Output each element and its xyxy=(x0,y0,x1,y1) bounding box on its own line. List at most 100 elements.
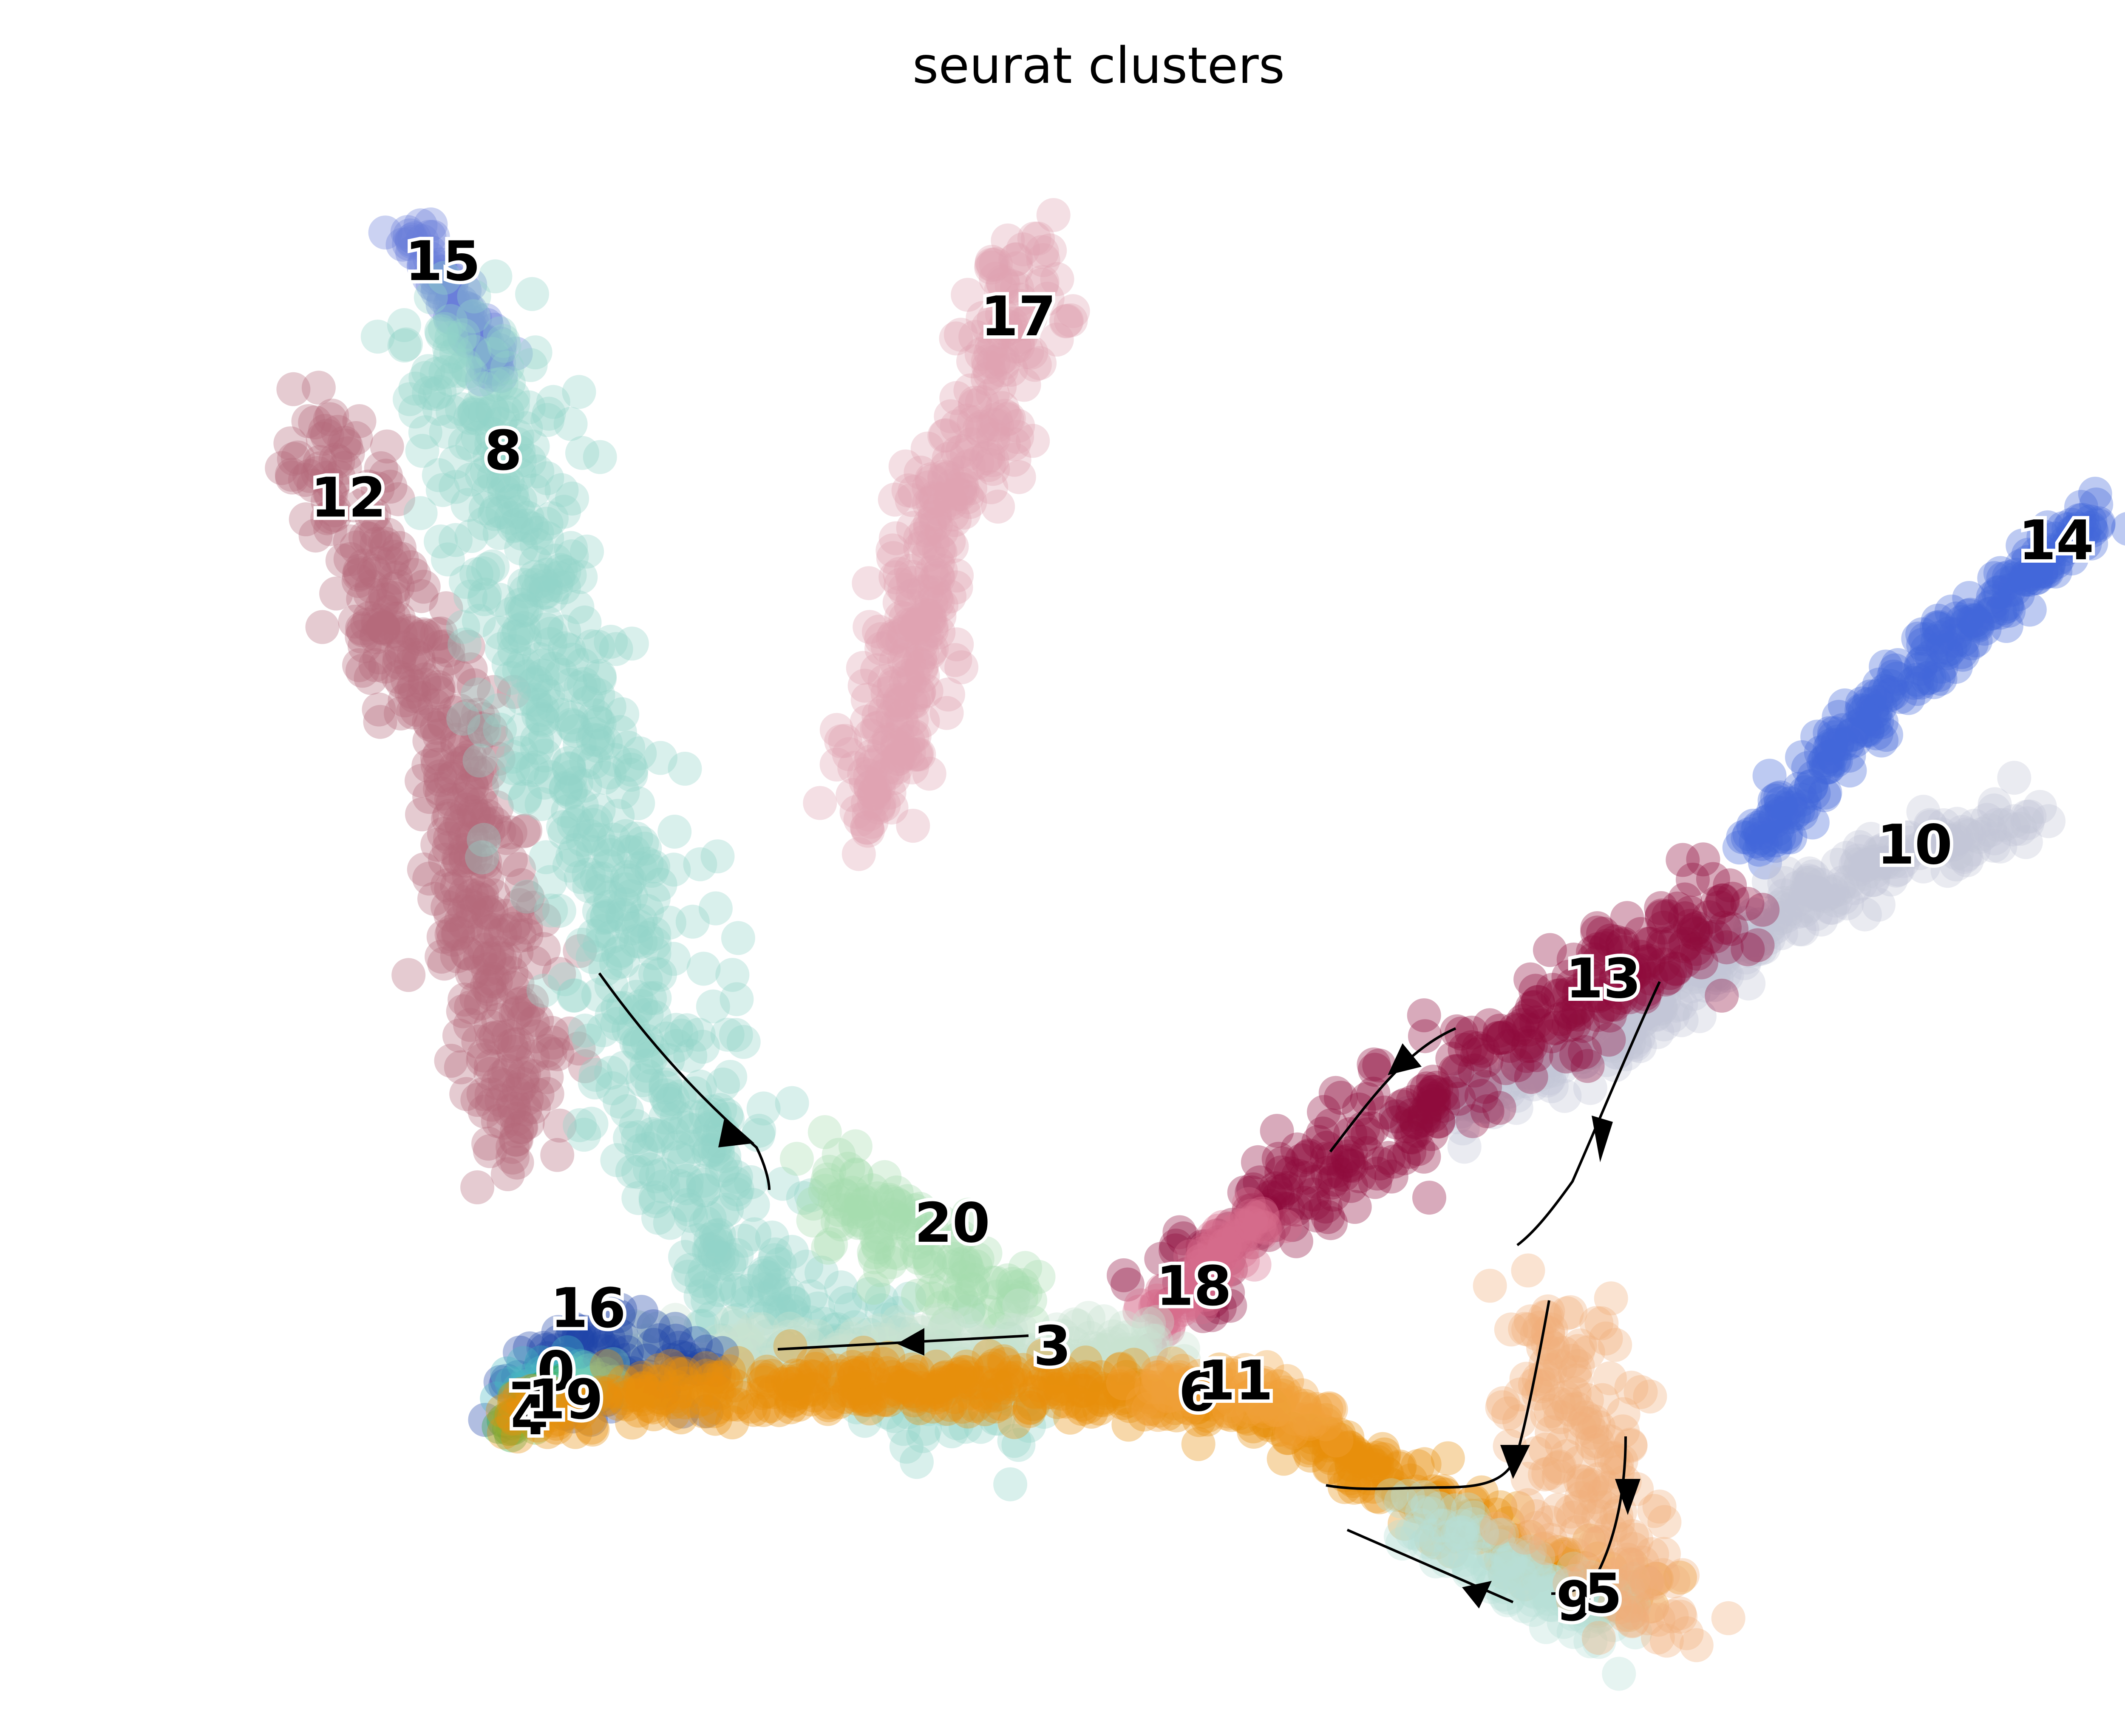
point xyxy=(387,308,421,342)
point xyxy=(876,669,911,704)
point xyxy=(1307,1095,1341,1129)
point xyxy=(364,451,398,485)
point xyxy=(481,1003,516,1037)
point xyxy=(914,586,949,620)
point xyxy=(516,890,550,925)
point xyxy=(958,388,992,423)
point xyxy=(984,315,1019,350)
point xyxy=(399,693,434,727)
point xyxy=(360,617,394,651)
point xyxy=(918,497,952,532)
point xyxy=(296,468,331,503)
point xyxy=(402,622,436,656)
point xyxy=(339,421,373,455)
point xyxy=(857,776,891,810)
point xyxy=(922,599,957,634)
point xyxy=(857,784,891,818)
point xyxy=(1500,1048,1535,1082)
point xyxy=(371,518,405,552)
point xyxy=(1016,424,1050,458)
point xyxy=(346,582,380,616)
point xyxy=(944,317,978,352)
point xyxy=(454,356,488,391)
point xyxy=(902,737,936,772)
point xyxy=(836,778,870,812)
point xyxy=(1311,1200,1345,1234)
point xyxy=(895,578,930,613)
cluster-label-12: 12 xyxy=(311,467,386,530)
point xyxy=(919,581,953,615)
point xyxy=(886,708,920,742)
point xyxy=(438,255,472,289)
point xyxy=(887,572,922,607)
point xyxy=(313,500,348,534)
point xyxy=(879,750,913,785)
point xyxy=(420,827,455,862)
point xyxy=(516,1059,551,1093)
point xyxy=(306,422,340,456)
point xyxy=(468,325,503,359)
point xyxy=(484,359,518,393)
point xyxy=(986,427,1021,461)
point xyxy=(412,724,447,758)
point xyxy=(904,627,938,662)
point xyxy=(504,868,538,902)
point xyxy=(405,797,439,832)
point xyxy=(850,810,884,845)
point xyxy=(892,607,926,642)
point xyxy=(858,773,892,807)
point xyxy=(1025,265,1060,299)
point xyxy=(360,603,395,637)
point xyxy=(370,429,404,464)
point xyxy=(864,622,898,656)
point xyxy=(368,649,402,684)
point xyxy=(692,1112,727,1146)
point xyxy=(301,456,335,490)
point xyxy=(298,518,333,553)
point xyxy=(883,739,917,773)
point xyxy=(939,381,974,415)
point xyxy=(472,972,507,1007)
point xyxy=(969,441,1003,476)
point xyxy=(824,724,858,759)
point xyxy=(475,1087,509,1122)
point xyxy=(894,685,928,720)
point xyxy=(435,787,470,821)
point xyxy=(921,585,955,619)
point xyxy=(938,503,972,537)
point xyxy=(553,407,588,441)
point xyxy=(431,261,465,295)
cluster-label-10: 10 xyxy=(1877,813,1952,877)
point xyxy=(425,287,460,322)
point xyxy=(469,807,504,841)
point xyxy=(991,223,1025,258)
stream-arrowhead xyxy=(1592,1116,1613,1162)
point xyxy=(308,413,342,448)
point xyxy=(352,601,387,635)
point xyxy=(402,646,436,680)
point xyxy=(1444,1017,1479,1051)
point xyxy=(444,1050,478,1085)
point xyxy=(317,493,352,527)
point xyxy=(935,530,969,564)
point xyxy=(401,640,436,675)
point xyxy=(347,548,381,583)
point xyxy=(533,1037,567,1071)
point xyxy=(421,676,456,710)
point xyxy=(429,591,463,626)
point xyxy=(411,261,446,295)
point xyxy=(943,472,978,506)
point xyxy=(976,422,1011,456)
point xyxy=(922,533,956,567)
point xyxy=(910,618,944,653)
point xyxy=(575,835,610,869)
point xyxy=(496,483,530,518)
point xyxy=(471,814,506,848)
point xyxy=(1787,789,1822,824)
cluster-8-points xyxy=(360,259,1071,1501)
point xyxy=(887,616,921,651)
point xyxy=(1367,1096,1402,1130)
point xyxy=(475,351,510,386)
point xyxy=(424,524,458,559)
point xyxy=(820,1184,855,1219)
